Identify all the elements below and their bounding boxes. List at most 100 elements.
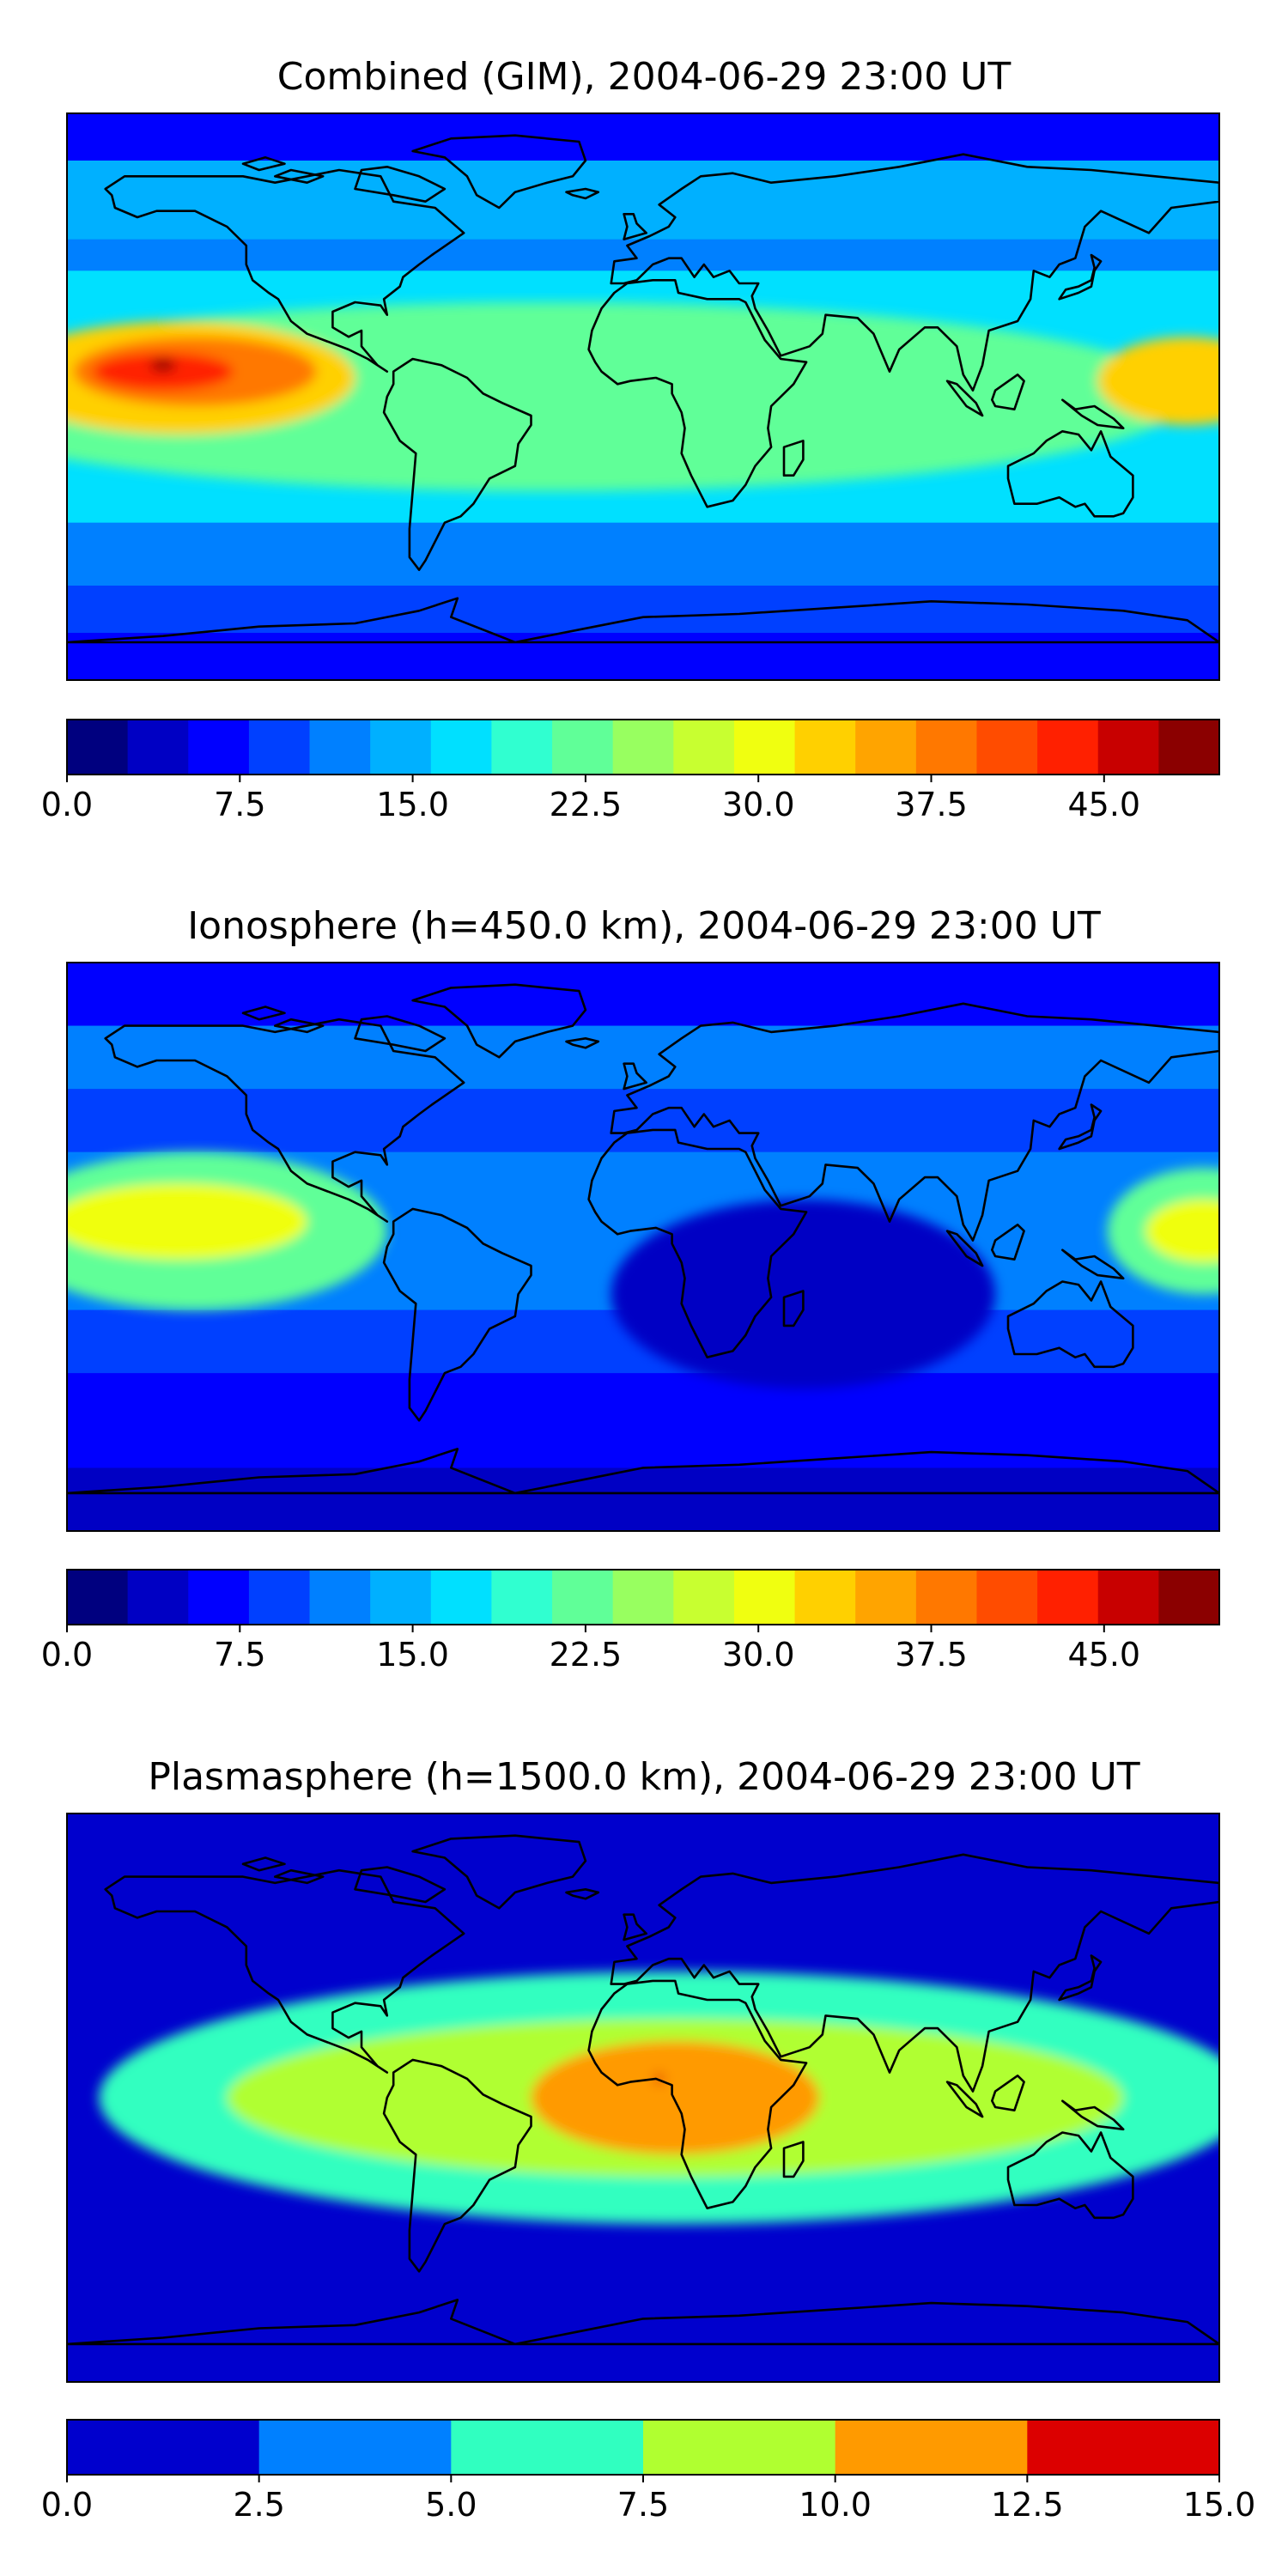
panel-ionosphere: Ionosphere (h=450.0 km), 2004-06-29 23:0… (41, 904, 1220, 1674)
coastlines (67, 1834, 1219, 2346)
coastline (991, 1224, 1025, 1261)
colorbar-segment (643, 2420, 836, 2475)
colorbar-segment (309, 1570, 371, 1625)
coastline (1058, 253, 1103, 301)
colorbar-segment (673, 1570, 735, 1625)
coastline (354, 166, 447, 203)
coastline (945, 380, 984, 417)
colorbar-segment (915, 720, 977, 775)
coastline (274, 168, 325, 184)
coastlines (67, 134, 1219, 644)
colorbar-tick-label: 2.5 (233, 2486, 284, 2524)
colorbar-combined: 0.0 7.5 15.0 22.5 30.0 37.5 45.0 (41, 719, 1220, 823)
coastline (411, 134, 587, 210)
coastline (1061, 1249, 1125, 1280)
colorbar-segment (188, 1570, 250, 1625)
coastline (67, 2299, 1219, 2346)
colorbar-tick-label: 30.0 (722, 786, 795, 823)
colorbar-tick-label: 45.0 (1067, 786, 1140, 823)
colorbar-segment (430, 1570, 492, 1625)
field-contours (99, 1971, 1219, 2225)
colorbar-tick-label: 22.5 (550, 1636, 623, 1674)
field-band (67, 1373, 1219, 1469)
coastlines (67, 983, 1219, 1495)
coastline (241, 1856, 286, 1872)
colorbar-tick-label: 7.5 (214, 786, 265, 823)
coastline (274, 1868, 325, 1885)
panel-combined: Combined (GIM), 2004-06-29 23:00 UT 0.0 7… (41, 55, 1220, 823)
field-band (67, 113, 1219, 161)
coastline (623, 213, 647, 240)
field-band (67, 586, 1219, 634)
colorbar-tick-label: 0.0 (41, 1636, 93, 1674)
colorbar-tick-label: 22.5 (550, 786, 623, 823)
colorbar-segment (67, 1570, 129, 1625)
map-ionosphere (67, 963, 1219, 1531)
coastline (1006, 1280, 1134, 1369)
contour-region-west-pacific-peak (1097, 337, 1219, 425)
coastline (67, 1448, 1219, 1495)
coastline (623, 1062, 647, 1091)
colorbar-segment (127, 720, 189, 775)
coastline (1061, 398, 1125, 429)
colorbar-tick-label: 37.5 (895, 786, 968, 823)
colorbar-segment (1158, 720, 1220, 775)
colorbar-tick-label: 37.5 (895, 1636, 968, 1674)
coastline (782, 2141, 805, 2178)
colorbar-segment (794, 1570, 856, 1625)
colorbar-segment (976, 720, 1038, 775)
colorbar-segment (67, 2420, 260, 2475)
colorbar-tick-label: 15.0 (376, 786, 449, 823)
panel-plasmasphere: Plasmasphere (h=1500.0 km), 2004-06-29 2… (41, 1755, 1256, 2524)
colorbar-segment (1037, 720, 1099, 775)
colorbar-segment (248, 1570, 311, 1625)
field-band (67, 239, 1219, 272)
contour-region-pacific-peak (67, 1183, 307, 1260)
coastline (623, 1913, 647, 1941)
field-band (67, 161, 1219, 240)
contour-region-pacific-peak-core (149, 359, 176, 372)
colorbar-tick-label: 30.0 (722, 1636, 795, 1674)
colorbar-tick-label: 15.0 (1183, 2486, 1256, 2524)
colorbar-segment (915, 1570, 977, 1625)
coastline (411, 983, 587, 1059)
field-band (67, 1467, 1219, 1531)
coastline (610, 153, 1219, 392)
panel-title-ionosphere: Ionosphere (h=450.0 km), 2004-06-29 23:0… (187, 904, 1101, 948)
coastline (1006, 2131, 1134, 2220)
colorbar-tick-label: 0.0 (41, 2486, 93, 2524)
coastline (241, 1005, 286, 1021)
coastline (1058, 1103, 1103, 1151)
coastline (104, 168, 465, 373)
colorbar-segment (370, 720, 432, 775)
coastline (67, 597, 1219, 644)
colorbar-segment (794, 720, 856, 775)
colorbar-segment (1037, 1570, 1099, 1625)
contour-region-west-pacific-peak (1145, 1199, 1219, 1263)
colorbar-frame (66, 1569, 1220, 1625)
coastline (782, 1290, 805, 1327)
colorbar-ionosphere: 0.0 7.5 15.0 22.5 30.0 37.5 45.0 (41, 1569, 1220, 1674)
colorbar-segment (855, 720, 917, 775)
colorbar-segment (451, 2420, 644, 2475)
colorbar-tick-label: 7.5 (214, 1636, 265, 1674)
colorbar-segment (552, 1570, 614, 1625)
coastline (354, 1015, 447, 1053)
coastline (382, 1207, 532, 1422)
colorbar-segment (976, 1570, 1038, 1625)
colorbar-tick-label: 0.0 (41, 786, 93, 823)
coastline (565, 1888, 600, 1900)
colorbar-tick-label: 7.5 (617, 2486, 669, 2524)
coastline (587, 1979, 808, 2209)
colorbar-segment (612, 720, 674, 775)
colorbar-segment (1097, 720, 1159, 775)
colorbar-segment (430, 720, 492, 775)
coastline (945, 1230, 984, 1267)
colorbar-segment (855, 1570, 917, 1625)
coastline (382, 357, 532, 571)
coastline (587, 1128, 808, 1358)
colorbar-segment (1158, 1570, 1220, 1625)
field-contours (67, 1151, 1219, 1389)
field-band (67, 633, 1219, 680)
